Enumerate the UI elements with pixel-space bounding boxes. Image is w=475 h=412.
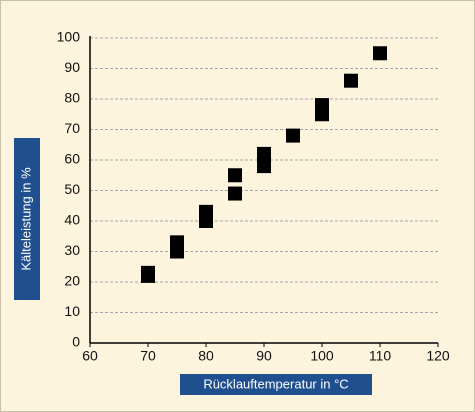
y-tick-label: 50 xyxy=(64,181,80,197)
y-axis-label: Kälteleistung in % xyxy=(18,167,33,271)
point xyxy=(141,265,155,280)
y-tick-label: 60 xyxy=(64,151,80,167)
point xyxy=(344,73,358,88)
x-tick-label: 80 xyxy=(198,348,214,364)
y-tick-label: 20 xyxy=(64,273,80,289)
y-label-box xyxy=(14,138,40,300)
y-tick-label: 100 xyxy=(57,29,81,45)
x-axis-label: Rücklauftemperatur in °C xyxy=(203,376,348,391)
point xyxy=(257,146,271,161)
x-tick-label: 70 xyxy=(140,348,156,364)
x-tick-label: 120 xyxy=(426,348,450,364)
y-tick-label: 40 xyxy=(64,212,80,228)
x-tick-label: 90 xyxy=(256,348,272,364)
point xyxy=(315,98,329,113)
x-label-box xyxy=(180,374,372,395)
point xyxy=(373,46,387,61)
point xyxy=(228,186,242,201)
point xyxy=(199,204,213,219)
x-tick-label: 60 xyxy=(82,348,98,364)
y-tick-label: 10 xyxy=(64,303,80,319)
y-tick-label: 30 xyxy=(64,242,80,258)
y-tick-label: 70 xyxy=(64,120,80,136)
point xyxy=(286,128,300,143)
y-tick-label: 90 xyxy=(64,59,80,75)
y-tick-label: 80 xyxy=(64,90,80,106)
point xyxy=(170,235,184,250)
x-tick-label: 110 xyxy=(369,348,392,364)
point xyxy=(257,159,271,174)
y-tick-label: 0 xyxy=(72,334,80,350)
x-tick-label: 100 xyxy=(310,348,334,364)
point xyxy=(228,168,242,183)
